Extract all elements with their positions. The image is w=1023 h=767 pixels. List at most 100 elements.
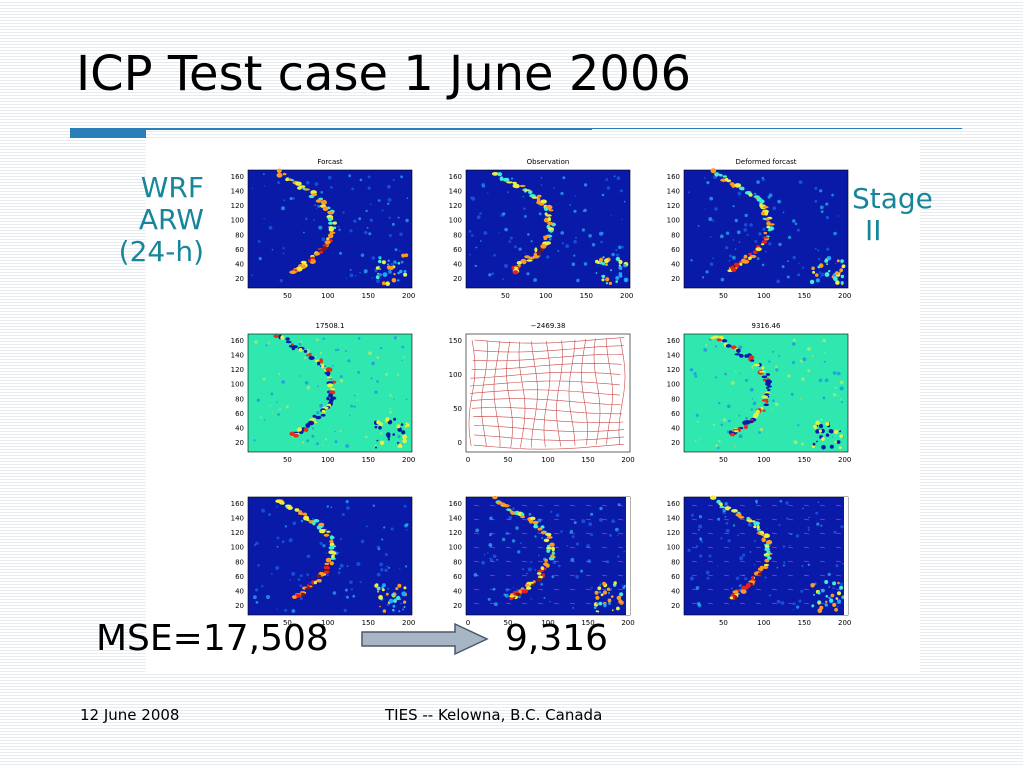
- x-tick-label: 200: [402, 456, 415, 464]
- y-tick-label: 80: [671, 395, 680, 403]
- x-tick-label: 100: [321, 292, 334, 300]
- title-rule-accent: [70, 128, 146, 138]
- y-tick-label: 20: [235, 602, 244, 610]
- y-tick-label: 60: [671, 410, 680, 418]
- panel-plot-area: [247, 496, 413, 616]
- precip-field: [253, 499, 409, 613]
- y-tick-label: 100: [667, 217, 680, 225]
- y-tick-label: 40: [235, 587, 244, 595]
- panel-plot-area: [683, 169, 849, 289]
- x-tick-label: 100: [321, 619, 334, 627]
- y-tick-label: 60: [453, 573, 462, 581]
- x-tick-label: 150: [362, 456, 375, 464]
- y-tick-label: 120: [231, 366, 244, 374]
- y-tick-label: 140: [449, 188, 462, 196]
- y-tick-label: 40: [453, 587, 462, 595]
- precip-field: [473, 495, 626, 613]
- x-tick-label: 150: [798, 619, 811, 627]
- y-tick-label: 50: [453, 405, 462, 413]
- panel-title: Observation: [527, 158, 570, 166]
- y-tick-label: 160: [231, 173, 244, 181]
- y-tick-label: 100: [231, 381, 244, 389]
- x-tick-label: 50: [283, 292, 292, 300]
- y-tick-label: 80: [671, 558, 680, 566]
- x-tick-label: 100: [539, 292, 552, 300]
- y-tick-label: 100: [449, 544, 462, 552]
- y-tick-label: 80: [453, 558, 462, 566]
- obs-label: Stage II: [852, 182, 962, 248]
- x-tick-label: 50: [719, 619, 728, 627]
- y-tick-label: 100: [667, 544, 680, 552]
- mse-before: MSE=17,508: [96, 618, 329, 659]
- x-tick-label: 50: [283, 619, 292, 627]
- model-label-line-2: ARW: [138, 203, 204, 237]
- y-tick-label: 150: [449, 337, 462, 345]
- x-tick-label: 100: [757, 292, 770, 300]
- y-tick-label: 160: [667, 337, 680, 345]
- x-tick-label: 50: [283, 456, 292, 464]
- panel-title: Deformed forcast: [736, 158, 797, 166]
- x-tick-label: 200: [838, 456, 851, 464]
- y-tick-label: 120: [667, 202, 680, 210]
- y-tick-label: 40: [235, 260, 244, 268]
- y-tick-label: 20: [235, 439, 244, 447]
- y-tick-label: 80: [235, 558, 244, 566]
- y-tick-label: 40: [235, 424, 244, 432]
- y-tick-label: 40: [453, 260, 462, 268]
- x-tick-label: 50: [504, 456, 513, 464]
- y-tick-label: 80: [453, 231, 462, 239]
- y-tick-label: 60: [671, 573, 680, 581]
- y-tick-label: 100: [449, 371, 462, 379]
- y-tick-label: 100: [667, 381, 680, 389]
- y-tick-label: 20: [235, 275, 244, 283]
- x-tick-label: 150: [798, 456, 811, 464]
- panel-title: Forcast: [317, 158, 343, 166]
- y-tick-label: 60: [453, 246, 462, 254]
- model-label-line-3: (24-h): [118, 235, 204, 269]
- y-tick-label: 80: [671, 231, 680, 239]
- y-tick-label: 60: [671, 246, 680, 254]
- y-tick-label: 40: [671, 587, 680, 595]
- title-rule: [146, 128, 592, 130]
- panel-plot-area: [465, 496, 631, 616]
- y-tick-label: 160: [667, 500, 680, 508]
- slide-title: ICP Test case 1 June 2006: [76, 46, 691, 102]
- x-tick-label: 100: [757, 456, 770, 464]
- obs-label-line-2: II: [865, 214, 882, 248]
- title-rule-extension: [592, 128, 962, 129]
- panel-title: −2469.38: [531, 322, 566, 330]
- x-tick-label: 150: [362, 292, 375, 300]
- y-tick-label: 140: [231, 188, 244, 196]
- precip-field: [689, 335, 844, 450]
- deformation-grid: [468, 337, 626, 450]
- panel-title: 17508.1: [316, 322, 345, 330]
- y-tick-label: 100: [449, 217, 462, 225]
- panel-9: 160 140 120 100 80 60 40 20 50 100 150 200: [667, 495, 851, 627]
- y-tick-label: 140: [231, 515, 244, 523]
- y-tick-label: 80: [235, 395, 244, 403]
- panel-6: 9316.46 160 140 120 100 80 60 40 20 50 100 150 200: [667, 322, 852, 464]
- y-tick-label: 40: [671, 260, 680, 268]
- panel-edge-strip: [844, 497, 848, 615]
- y-tick-label: 20: [453, 275, 462, 283]
- y-tick-label: 100: [231, 217, 244, 225]
- x-tick-label: 150: [581, 619, 594, 627]
- x-tick-label: 100: [757, 619, 770, 627]
- panel-1: Forcast 160 140 120 100 80 60 40 20 50 100 150 200: [231, 158, 416, 300]
- y-tick-label: 160: [449, 500, 462, 508]
- x-tick-label: 100: [541, 619, 554, 627]
- x-tick-label: 200: [621, 456, 634, 464]
- y-tick-label: 140: [667, 352, 680, 360]
- precip-field: [253, 334, 410, 449]
- x-tick-label: 0: [466, 619, 470, 627]
- panel-4: 17508.1 160 140 120 100 80 60 40 20 50 100 150 200: [231, 322, 416, 464]
- x-tick-label: 200: [620, 292, 633, 300]
- x-tick-label: 50: [501, 292, 510, 300]
- y-tick-label: 120: [231, 202, 244, 210]
- y-tick-label: 120: [449, 529, 462, 537]
- panel-3: Deformed forcast 160 140 120 100 80 60 40 20 50 10…: [667, 158, 852, 300]
- y-tick-label: 0: [458, 439, 462, 447]
- y-tick-label: 100: [231, 544, 244, 552]
- x-tick-label: 150: [798, 292, 811, 300]
